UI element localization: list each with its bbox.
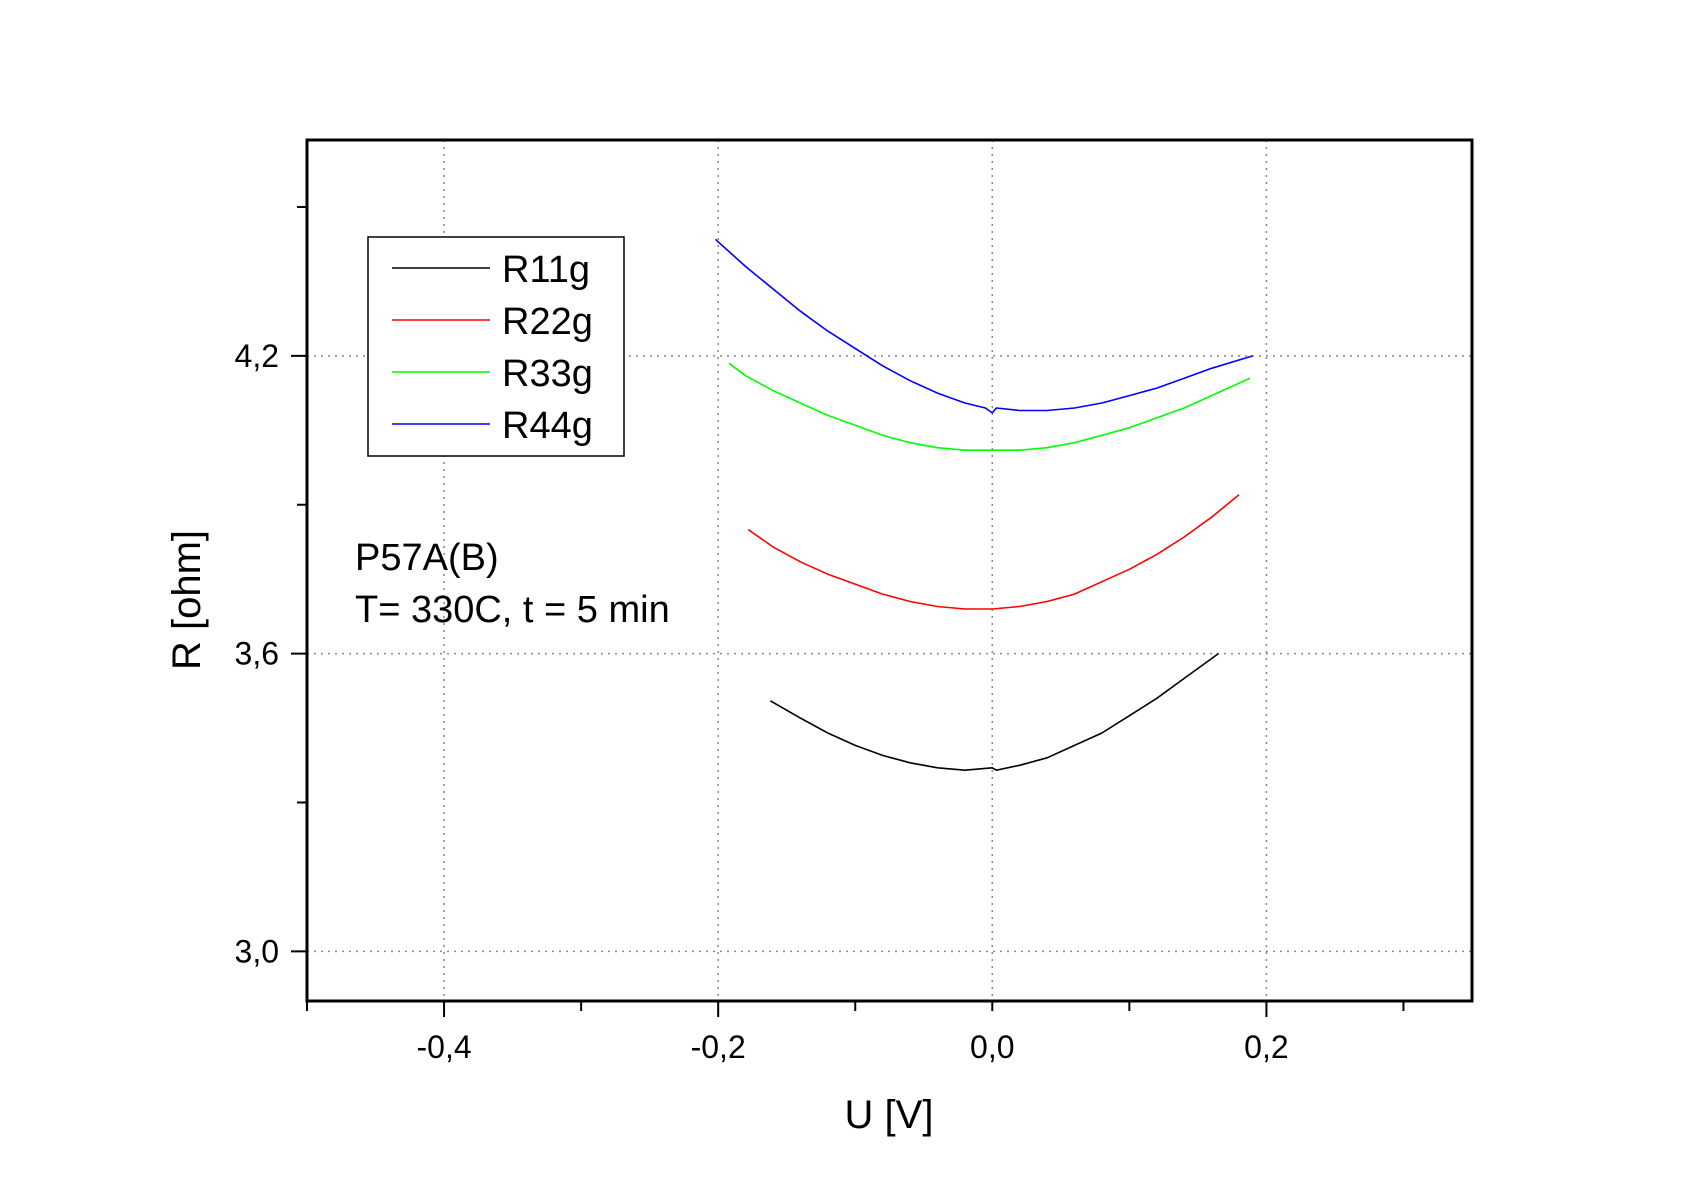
series-line-r44g (714, 238, 1253, 414)
series-line-r22g (747, 494, 1240, 610)
x-tick-label: -0,4 (416, 1029, 471, 1065)
y-tick-label: 4,2 (235, 338, 279, 374)
annotation-conditions: T= 330C, t = 5 min (355, 589, 670, 631)
legend-label: R11g (502, 249, 590, 291)
legend: R11g R22g R33g R44g (367, 236, 625, 457)
y-tick-label: 3,6 (235, 636, 279, 672)
legend-label: R44g (502, 405, 593, 447)
x-axis-label: U [V] (845, 1093, 934, 1137)
legend-label: R33g (502, 353, 593, 395)
x-tick-label: 0,2 (1244, 1029, 1288, 1065)
annotation-sample: P57A(B) (355, 537, 499, 579)
grid (307, 140, 1472, 1001)
series-line-r33g (728, 362, 1251, 452)
x-tick-label: 0,0 (970, 1029, 1014, 1065)
series-line-r11g (769, 652, 1219, 772)
y-tick-label: 3,0 (235, 933, 279, 969)
series-group (714, 238, 1253, 772)
ticks: -0,4 -0,2 0,0 0,2 3,0 3,6 4,2 (235, 205, 1405, 1065)
x-tick-label: -0,2 (691, 1029, 746, 1065)
legend-box (367, 236, 625, 457)
legend-label: R22g (502, 301, 593, 343)
plot-frame (305, 138, 1474, 1003)
y-axis-label: R [ohm] (165, 530, 209, 670)
